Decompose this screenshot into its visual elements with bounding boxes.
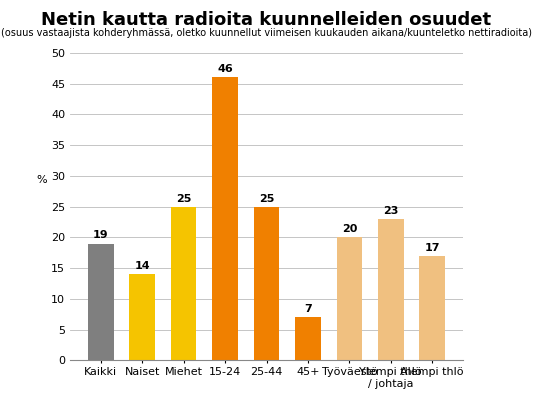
Y-axis label: % : % [37, 175, 52, 185]
Bar [254, 207, 279, 360]
Text: 25: 25 [176, 194, 191, 204]
Text: 46: 46 [217, 64, 233, 74]
Title: Netin kautta radioita kuunnelleiden osuudet: Netin kautta radioita kuunnelleiden osuu… [42, 11, 491, 29]
Bar [171, 207, 197, 360]
Text: 23: 23 [383, 206, 399, 216]
Bar [336, 237, 362, 360]
Text: 19: 19 [93, 230, 109, 240]
Text: 20: 20 [342, 224, 357, 234]
Text: 17: 17 [424, 243, 440, 253]
Bar [88, 244, 114, 360]
Bar [295, 317, 321, 360]
Text: (osuus vastaajista kohderyhmässä, oletko kuunnellut viimeisen kuukauden aikana/k: (osuus vastaajista kohderyhmässä, oletko… [1, 28, 532, 38]
Text: 7: 7 [304, 304, 312, 314]
Text: 14: 14 [134, 261, 150, 271]
Bar [130, 274, 155, 360]
Bar [378, 219, 403, 360]
Text: 25: 25 [259, 194, 274, 204]
Bar [212, 78, 238, 360]
Bar [419, 256, 445, 360]
